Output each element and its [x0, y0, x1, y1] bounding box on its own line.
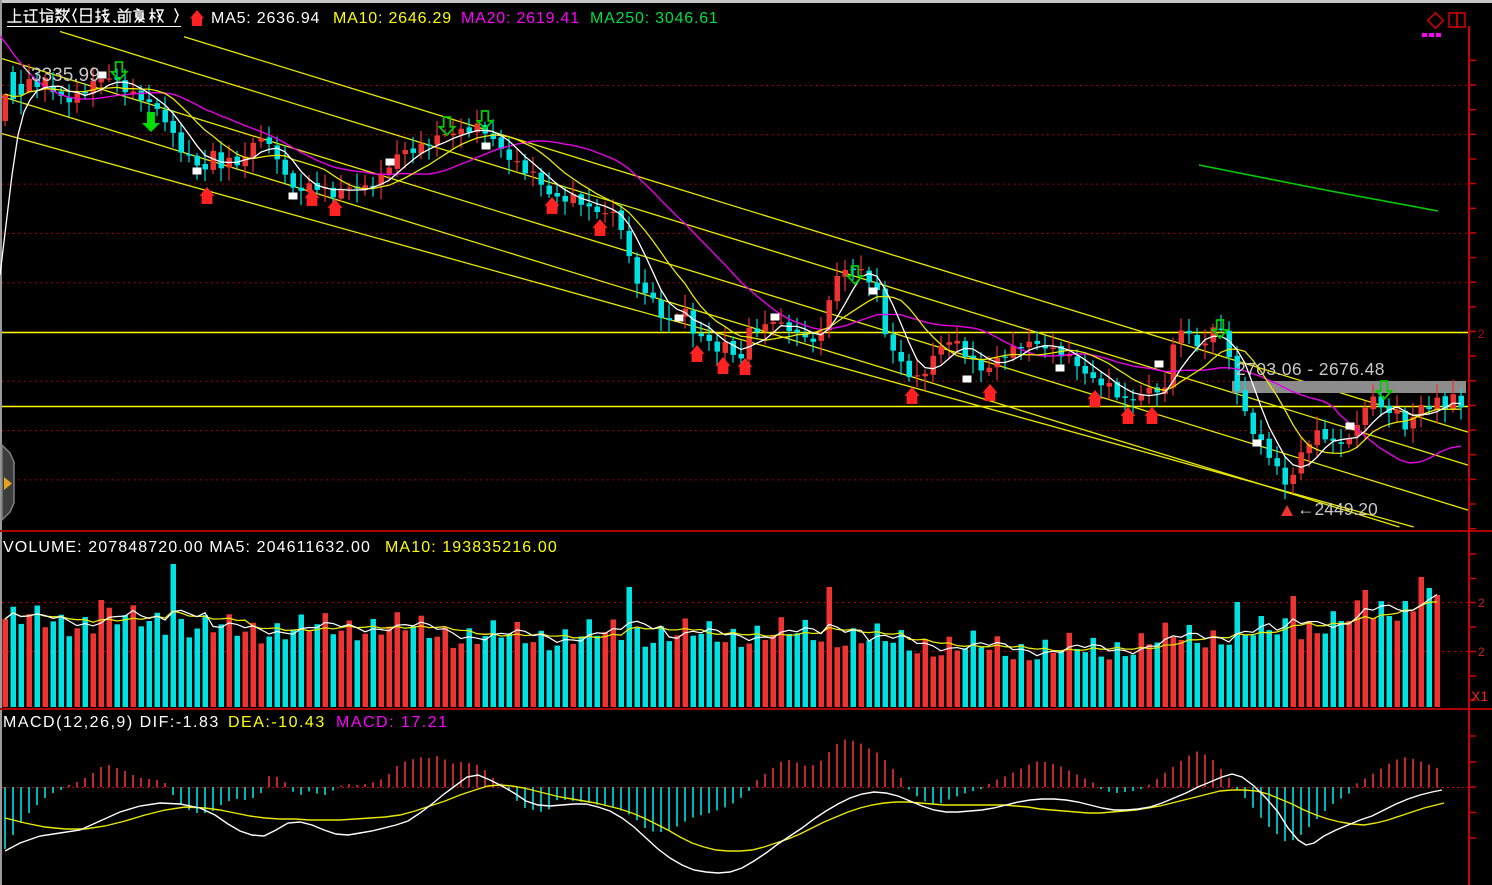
- svg-text:3335.99: 3335.99: [31, 65, 100, 86]
- svg-text:2: 2: [1478, 327, 1485, 341]
- svg-text:MA250: 3046.61: MA250: 3046.61: [590, 10, 719, 27]
- svg-text:2: 2: [1478, 645, 1485, 659]
- svg-text:MA20: 2619.41: MA20: 2619.41: [461, 10, 580, 27]
- svg-text:2703.06 - 2676.48: 2703.06 - 2676.48: [1236, 359, 1385, 379]
- svg-text:MA5: 2636.94: MA5: 2636.94: [211, 10, 320, 27]
- svg-text:MA10: 193835216.00: MA10: 193835216.00: [385, 539, 558, 556]
- svg-text:2: 2: [1478, 596, 1485, 610]
- svg-text:DEA:-10.43: DEA:-10.43: [228, 714, 326, 731]
- svg-text:←2449.20: ←2449.20: [1297, 499, 1378, 519]
- svg-text:MACD: 17.21: MACD: 17.21: [336, 714, 449, 731]
- svg-text:X1: X1: [1471, 688, 1488, 704]
- svg-text:MACD(12,26,9) DIF:-1.83: MACD(12,26,9) DIF:-1.83: [3, 714, 220, 731]
- svg-text:VOLUME: 207848720.00 MA5: 2046: VOLUME: 207848720.00 MA5: 204611632.00: [3, 539, 371, 556]
- svg-text:MA10: 2646.29: MA10: 2646.29: [333, 10, 452, 27]
